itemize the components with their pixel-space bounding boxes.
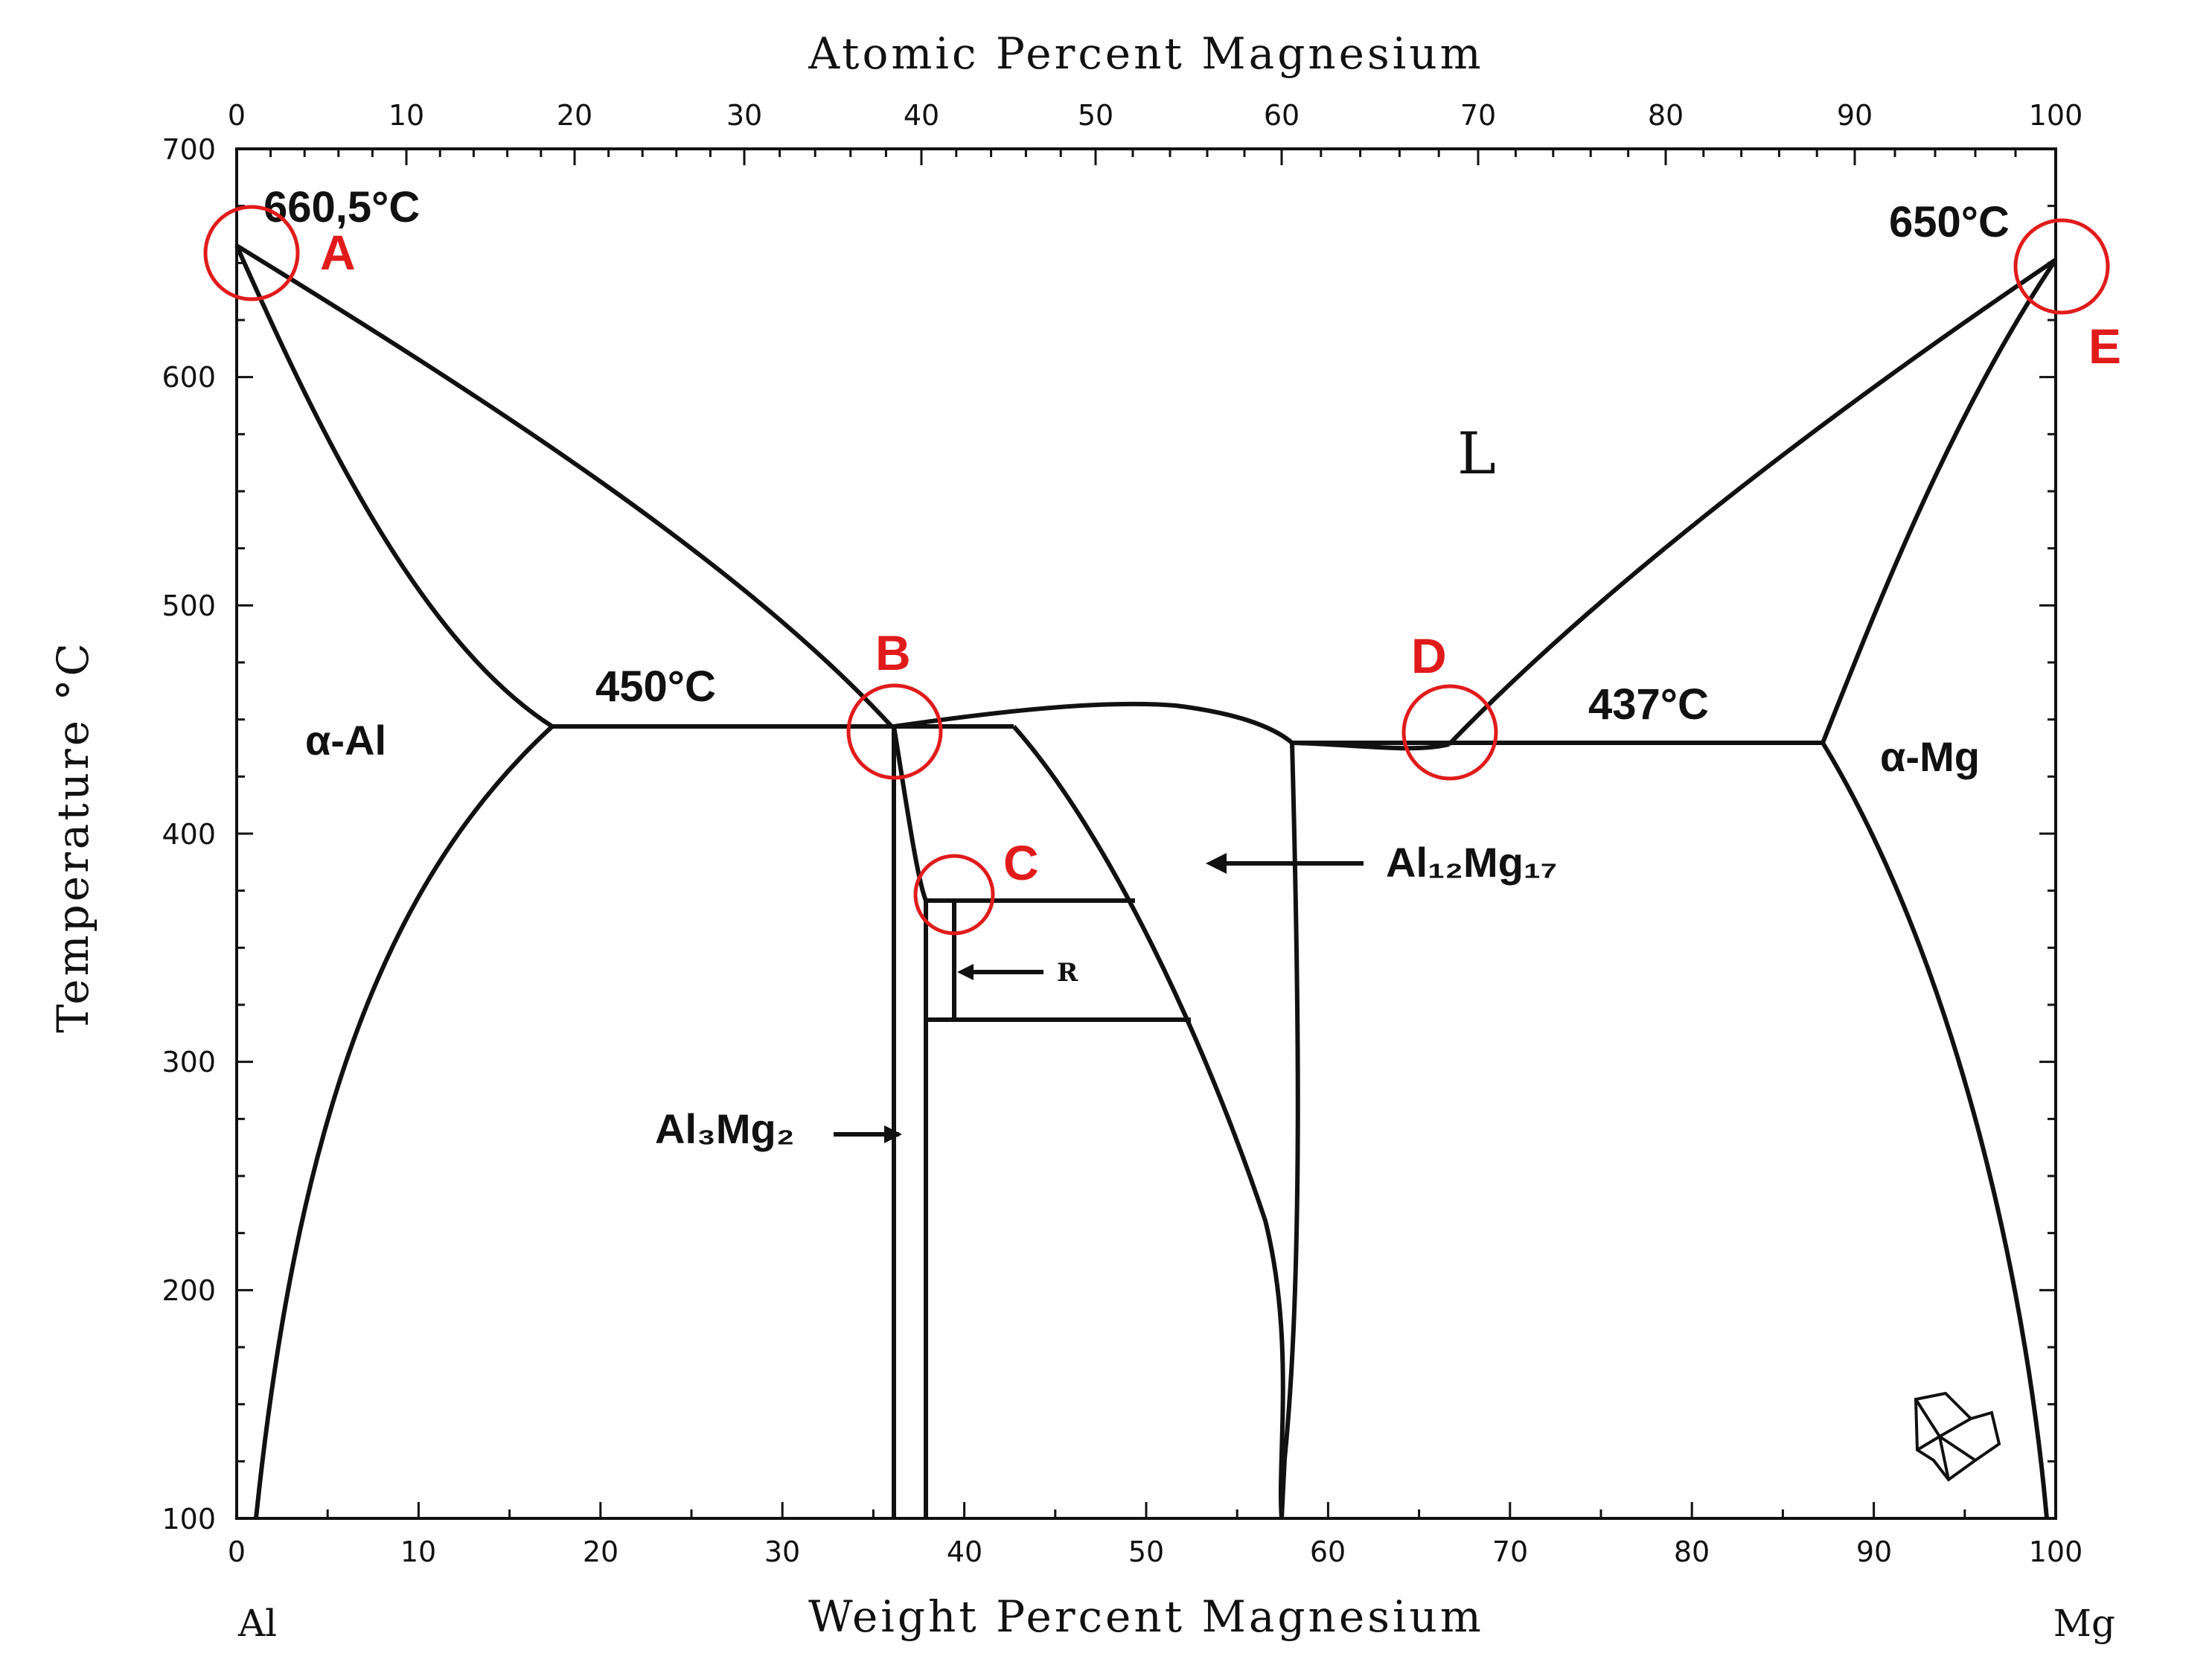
marker-d-circle xyxy=(1401,684,1498,781)
top-tick-label: 30 xyxy=(726,99,762,132)
left-tick-label: 100 xyxy=(162,1503,216,1535)
al12mg17-label: Al₁₂Mg₁₇ xyxy=(1386,839,1557,886)
mg-melting-label: 650°C xyxy=(1889,198,2010,246)
solvus-alpha-mg xyxy=(1821,741,2049,1519)
liquid-region-label: L xyxy=(1457,421,1496,488)
axis-ticks xyxy=(235,147,2057,1520)
left-tick-label: 400 xyxy=(162,818,216,851)
bottom-tick-label: 80 xyxy=(1674,1535,1710,1568)
arrows xyxy=(834,853,1364,1143)
al12mg17-arrow-head xyxy=(1206,853,1227,874)
top-axis-title: Atomic Percent Magnesium xyxy=(808,28,1483,79)
marker-e-label: E xyxy=(2088,319,2121,374)
bottom-tick-label: 60 xyxy=(1310,1535,1346,1568)
left-axis-title: Temperature °C xyxy=(48,640,98,1033)
liquidus-left xyxy=(235,243,894,729)
al-melting-label: 660,5°C xyxy=(263,183,420,231)
r-arrow-head xyxy=(957,964,974,980)
bottom-axis-labels: 0 10 20 30 40 50 60 70 80 90 100 xyxy=(228,1535,2082,1568)
al12mg17-congruent-dome xyxy=(893,701,1294,745)
plot-frame xyxy=(235,147,2057,1520)
eutectic-left-label: 450°C xyxy=(595,662,716,711)
marker-c-label: C xyxy=(1003,835,1039,890)
r-phase-label: R xyxy=(1057,958,1078,988)
top-tick-label: 40 xyxy=(904,99,939,132)
marker-a-circle xyxy=(203,205,300,301)
al12mg17-right-boundary xyxy=(1279,742,1300,1519)
top-tick-label: 20 xyxy=(557,99,592,132)
left-tick-label: 500 xyxy=(162,589,216,622)
marker-a-label: A xyxy=(320,225,356,280)
marker-d-label: D xyxy=(1411,628,1447,683)
point-markers: A B C D E xyxy=(203,205,2121,936)
top-tick-label: 50 xyxy=(1078,99,1113,132)
top-tick-label: 90 xyxy=(1837,99,1873,132)
top-tick-label: 60 xyxy=(1264,99,1300,132)
marker-b-circle xyxy=(846,683,943,780)
top-tick-label: 70 xyxy=(1460,99,1496,132)
top-tick-label: 80 xyxy=(1648,99,1684,132)
bottom-tick-label: 30 xyxy=(764,1535,800,1568)
liquidus-right xyxy=(1447,258,2057,747)
bottom-tick-label: 100 xyxy=(2029,1535,2083,1568)
marker-e-circle xyxy=(2013,218,2110,315)
bottom-tick-label: 10 xyxy=(400,1535,436,1568)
left-tick-label: 600 xyxy=(162,361,216,394)
al12mg17-left-boundary xyxy=(1011,725,1285,1519)
top-axis-labels: 0 10 20 30 40 50 60 70 80 90 100 xyxy=(228,99,2082,132)
al3mg2-label: Al₃Mg₂ xyxy=(655,1105,795,1152)
al3mg2-right-boundary xyxy=(892,726,928,1518)
left-axis-labels: 700 600 500 400 300 200 100 xyxy=(162,133,216,1535)
bottom-tick-label: 70 xyxy=(1492,1535,1528,1568)
top-tick-label: 0 xyxy=(228,99,246,132)
bottom-tick-label: 0 xyxy=(228,1535,246,1568)
eutectic-right-label: 437°C xyxy=(1588,680,1709,729)
phase-boundaries xyxy=(234,243,2058,1519)
al3mg2-arrow-head xyxy=(884,1125,902,1143)
crystal-logo xyxy=(1914,1391,2001,1482)
marker-b-label: B xyxy=(875,625,911,680)
solidus-alpha-mg xyxy=(1821,258,2058,744)
alpha-mg-label: α-Mg xyxy=(1880,733,1980,780)
left-tick-label: 700 xyxy=(162,133,216,166)
left-element-label: Al xyxy=(237,1602,277,1645)
top-tick-label: 100 xyxy=(2029,99,2083,132)
alpha-al-label: α-Al xyxy=(305,717,386,764)
marker-c-circle xyxy=(913,854,995,936)
solvus-alpha-al xyxy=(254,724,554,1519)
left-tick-label: 300 xyxy=(162,1046,216,1078)
bottom-tick-label: 50 xyxy=(1128,1535,1164,1568)
bottom-tick-label: 90 xyxy=(1856,1535,1892,1568)
bottom-axis-title: Weight Percent Magnesium xyxy=(808,1591,1484,1642)
solidus-alpha-al xyxy=(234,244,554,729)
right-element-label: Mg xyxy=(2053,1602,2115,1645)
bottom-tick-label: 20 xyxy=(583,1535,618,1568)
top-tick-label: 10 xyxy=(389,99,424,132)
bottom-tick-label: 40 xyxy=(947,1535,982,1568)
left-tick-label: 200 xyxy=(162,1274,216,1307)
